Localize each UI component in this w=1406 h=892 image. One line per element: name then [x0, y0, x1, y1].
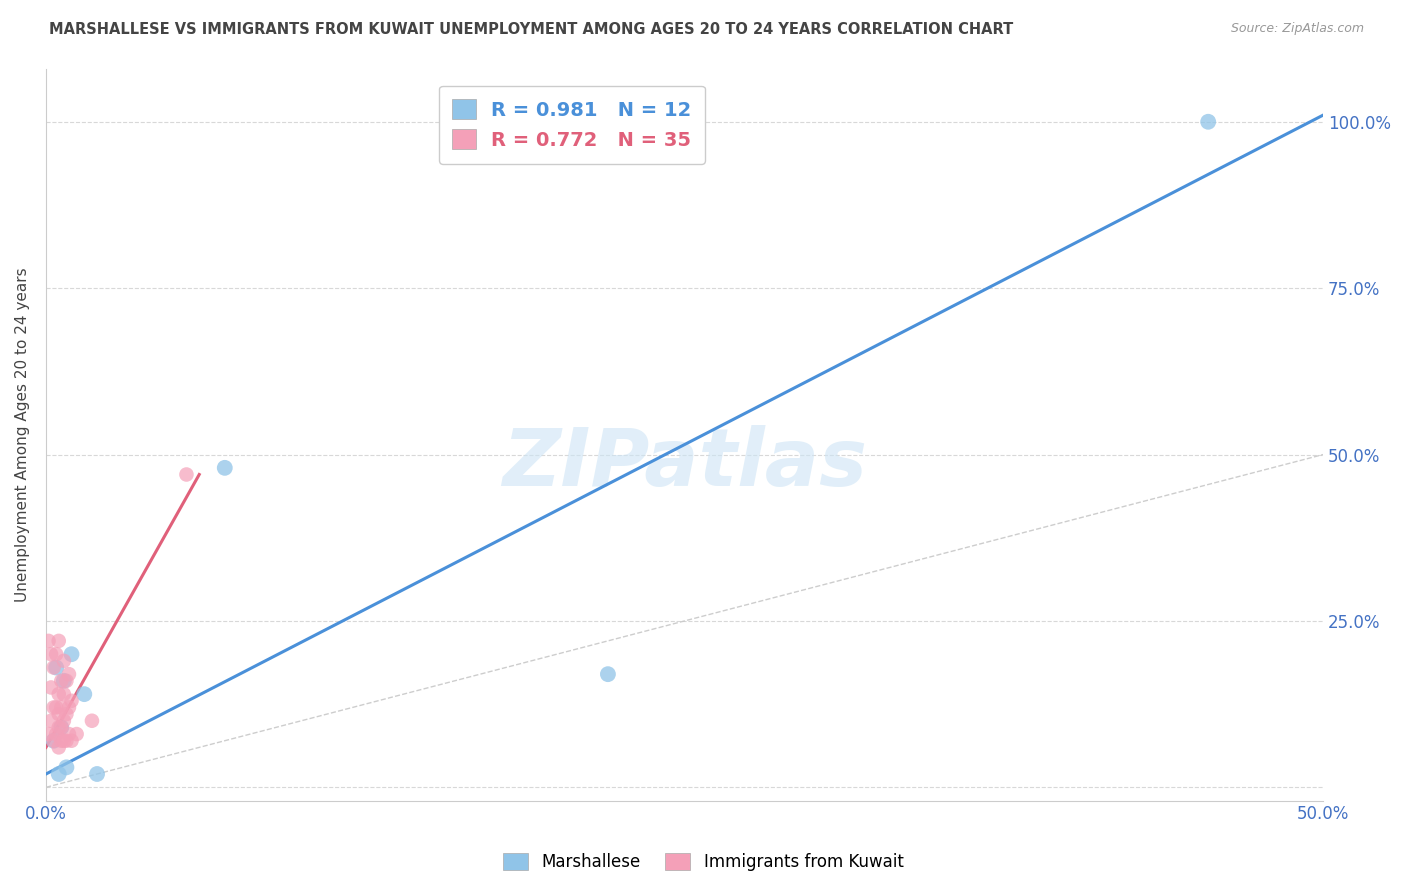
Point	[596, 667, 619, 681]
Point	[51, 673, 73, 688]
Point	[55, 733, 77, 747]
Point	[52, 673, 75, 688]
Point	[58, 700, 80, 714]
Point	[45, 647, 67, 661]
Point	[48, 720, 70, 734]
Point	[58, 667, 80, 681]
Point	[48, 767, 70, 781]
Point	[176, 467, 198, 482]
Point	[60, 647, 83, 661]
Text: Source: ZipAtlas.com: Source: ZipAtlas.com	[1230, 22, 1364, 36]
Point	[60, 694, 83, 708]
Point	[86, 767, 108, 781]
Point	[48, 707, 70, 722]
Point	[52, 687, 75, 701]
Point	[45, 700, 67, 714]
Point	[45, 660, 67, 674]
Point	[39, 714, 62, 728]
Point	[1197, 115, 1219, 129]
Point	[55, 707, 77, 722]
Point	[39, 681, 62, 695]
Point	[60, 733, 83, 747]
Point	[52, 654, 75, 668]
Point	[51, 733, 73, 747]
Point	[58, 727, 80, 741]
Point	[39, 647, 62, 661]
Point	[51, 700, 73, 714]
Point	[45, 727, 67, 741]
Point	[65, 727, 87, 741]
Point	[51, 720, 73, 734]
Point	[52, 733, 75, 747]
Text: ZIPatlas: ZIPatlas	[502, 425, 868, 503]
Point	[52, 714, 75, 728]
Point	[55, 760, 77, 774]
Point	[80, 714, 103, 728]
Text: MARSHALLESE VS IMMIGRANTS FROM KUWAIT UNEMPLOYMENT AMONG AGES 20 TO 24 YEARS COR: MARSHALLESE VS IMMIGRANTS FROM KUWAIT UN…	[49, 22, 1014, 37]
Point	[42, 733, 65, 747]
Point	[38, 633, 60, 648]
Point	[42, 733, 65, 747]
Point	[48, 633, 70, 648]
Point	[42, 700, 65, 714]
Point	[55, 673, 77, 688]
Point	[73, 687, 96, 701]
Point	[51, 720, 73, 734]
Legend: R = 0.981   N = 12, R = 0.772   N = 35: R = 0.981 N = 12, R = 0.772 N = 35	[439, 86, 706, 163]
Point	[38, 727, 60, 741]
Point	[48, 740, 70, 755]
Point	[48, 687, 70, 701]
Point	[214, 460, 236, 475]
Point	[42, 660, 65, 674]
Legend: Marshallese, Immigrants from Kuwait: Marshallese, Immigrants from Kuwait	[495, 845, 911, 880]
Y-axis label: Unemployment Among Ages 20 to 24 years: Unemployment Among Ages 20 to 24 years	[15, 268, 30, 602]
